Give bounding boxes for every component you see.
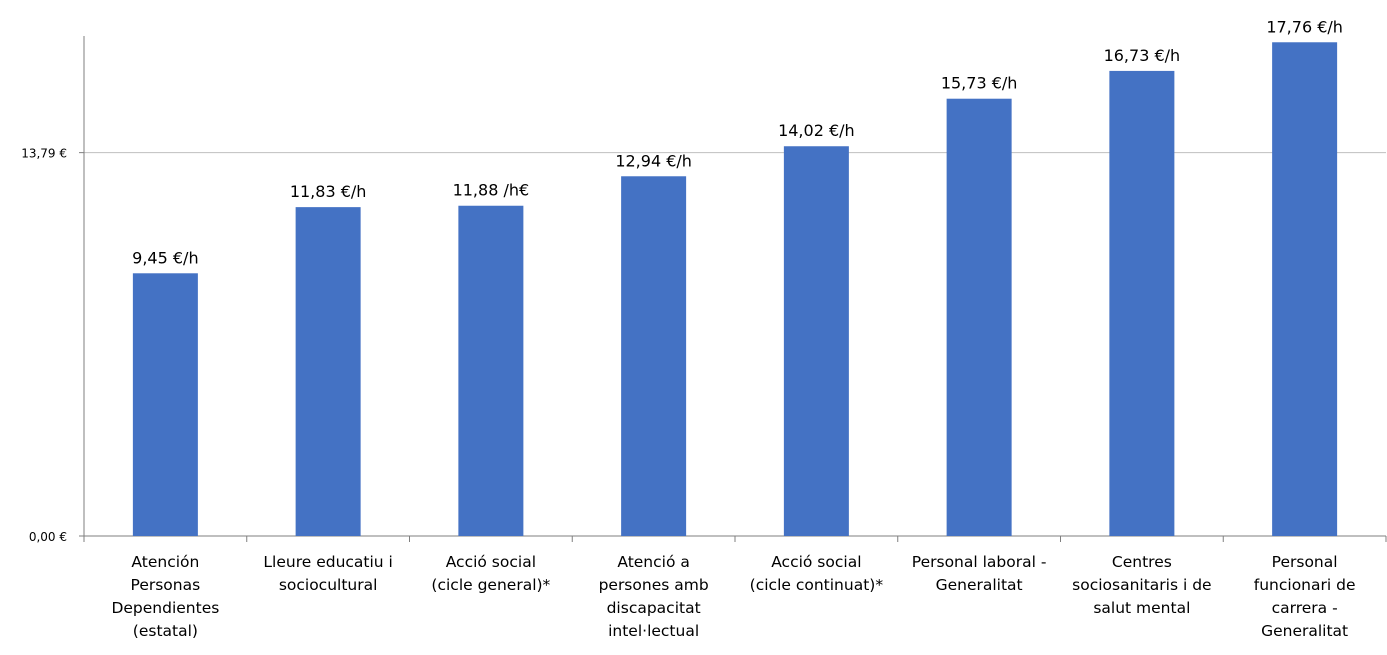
category-label-line: Lleure educatiu i [263, 553, 392, 571]
data-label: 17,76 €/h [1266, 17, 1343, 36]
category-label-line: Atenció a [617, 553, 690, 571]
category-label: Atención Personas Dependientes (estatal) [111, 553, 219, 640]
category-label-line: Personal laboral - [912, 553, 1047, 571]
category-label: Lleure educatiu i sociocultural [263, 553, 392, 594]
y-tick-label: 13,79 € [21, 147, 67, 161]
bar [458, 205, 524, 536]
category-label-line: persones amb [599, 576, 709, 594]
category-label-line: intel·lectual [608, 622, 699, 640]
category-label-line: Personas [131, 576, 201, 594]
axis-layer: 0,00 € 13,79 € [21, 36, 1387, 544]
data-label: 14,02 €/h [778, 121, 855, 140]
category-label-line: Acció social [446, 553, 536, 571]
category-label-line: carrera - [1272, 599, 1338, 617]
data-label: 12,94 €/h [615, 151, 692, 170]
category-label-line: discapacitat [607, 599, 701, 617]
category-label-line: Personal [1272, 553, 1338, 571]
data-label: 11,83 €/h [290, 182, 367, 201]
y-tick-label: 0,00 € [29, 530, 67, 544]
category-label: Personal funcionari de carrera - Generalita… [1254, 553, 1356, 640]
category-label-line: sociosanitaris i de [1072, 576, 1211, 594]
category-label-line: (estatal) [133, 622, 198, 640]
bars-layer [132, 42, 1338, 537]
category-label-line: Generalitat [936, 576, 1023, 594]
category-label-line: Dependientes [111, 599, 219, 617]
category-label-line: sociocultural [279, 576, 378, 594]
category-label: Atenció a persones amb discapacitat intel·l… [599, 553, 709, 640]
category-label-line: salut mental [1093, 599, 1190, 617]
labels-layer: 9,45 €/h Atención Personas Dependientes (est… [111, 17, 1355, 640]
bar [621, 176, 687, 536]
data-label: 11,88 /h€ [453, 181, 530, 200]
data-label: 9,45 €/h [132, 248, 198, 267]
category-label-line: Centres [1112, 553, 1172, 571]
category-label: Acció social (cicle general)* [431, 553, 550, 594]
bar [1272, 42, 1338, 536]
category-label-line: (cicle general)* [431, 576, 550, 594]
category-label-line: Generalitat [1261, 622, 1348, 640]
category-label: Personal laboral - Generalitat [912, 553, 1047, 594]
category-label: Acció social (cicle continuat)* [750, 553, 884, 594]
category-label-line: (cicle continuat)* [750, 576, 884, 594]
data-label: 16,73 €/h [1104, 46, 1181, 65]
category-label-line: funcionari de [1254, 576, 1356, 594]
bar [295, 207, 361, 536]
data-label: 15,73 €/h [941, 74, 1018, 93]
category-label-line: Acció social [771, 553, 861, 571]
bar [946, 98, 1012, 537]
category-label-line: Atención [131, 553, 199, 571]
bar [1109, 70, 1175, 536]
category-label: Centres sociosanitaris i de salut mental [1072, 553, 1211, 617]
bar [783, 146, 849, 536]
bar [132, 273, 198, 536]
